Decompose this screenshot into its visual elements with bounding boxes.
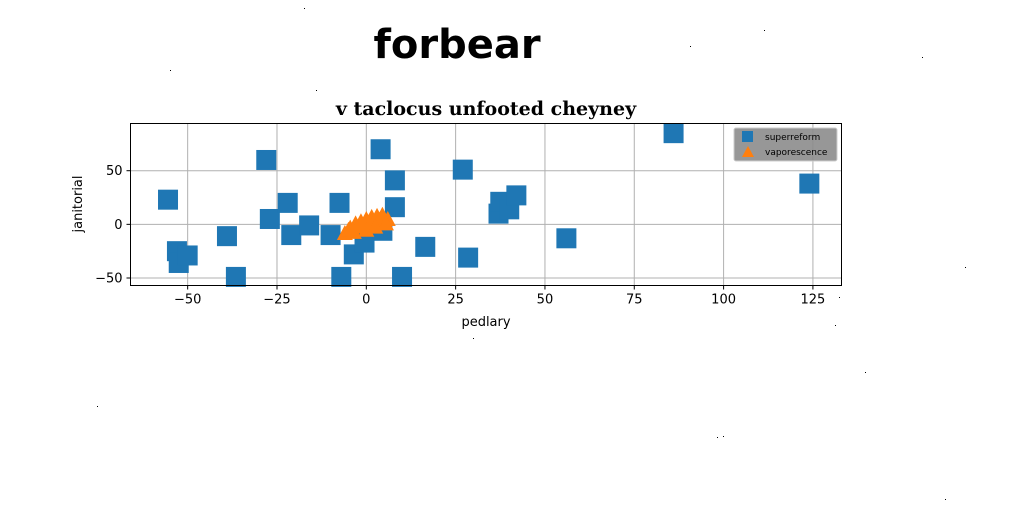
point-superreform xyxy=(329,192,350,213)
point-superreform xyxy=(506,185,527,206)
x-tick-label: 0 xyxy=(362,293,370,308)
point-superreform xyxy=(415,236,436,257)
x-tick-label: 75 xyxy=(626,293,643,308)
legend-label-vaporescence: vaporescence xyxy=(765,148,828,158)
plot-area xyxy=(130,123,842,286)
y-axis: −50 0 50 xyxy=(95,164,131,286)
point-superreform xyxy=(299,215,320,236)
x-tick-label: −50 xyxy=(174,293,201,308)
legend-marker-vaporescence xyxy=(742,146,754,157)
point-superreform xyxy=(556,228,577,249)
point-superreform xyxy=(663,123,684,144)
legend-label-superreform: superreform xyxy=(765,133,820,143)
point-vaporescence xyxy=(367,218,384,234)
point-superreform xyxy=(392,266,413,287)
chart-title: v taclocus unfooted cheyney xyxy=(335,98,637,120)
point-vaporescence xyxy=(345,223,362,239)
point-superreform xyxy=(320,225,341,246)
y-tick-label: −50 xyxy=(95,271,122,286)
point-superreform xyxy=(256,149,277,170)
data-marks xyxy=(158,123,820,287)
point-superreform xyxy=(158,189,179,210)
point-superreform xyxy=(177,245,198,266)
page-heading: forbear xyxy=(373,22,541,68)
point-superreform xyxy=(331,266,352,287)
point-superreform xyxy=(281,225,302,246)
point-superreform xyxy=(452,159,473,180)
x-tick-label: −25 xyxy=(263,293,290,308)
x-tick-label: 125 xyxy=(801,293,826,308)
legend-marker-superreform xyxy=(742,131,753,142)
point-superreform xyxy=(225,266,246,287)
point-superreform xyxy=(277,192,298,213)
point-superreform xyxy=(799,173,820,194)
grid xyxy=(130,123,842,286)
y-axis-label: janitorial xyxy=(71,175,86,233)
x-tick-label: 25 xyxy=(447,293,464,308)
legend-box xyxy=(733,127,838,162)
point-vaporescence xyxy=(377,215,394,231)
point-superreform xyxy=(384,170,405,191)
background-noise xyxy=(97,8,966,500)
point-superreform xyxy=(216,226,237,247)
point-superreform xyxy=(370,139,391,160)
x-axis-label: pedlary xyxy=(461,315,510,330)
x-tick-label: 50 xyxy=(537,293,554,308)
point-superreform xyxy=(458,247,479,268)
legend: superreform vaporescence xyxy=(733,127,838,162)
y-tick-label: 0 xyxy=(114,218,122,233)
point-superreform xyxy=(384,197,405,218)
point-superreform xyxy=(259,208,280,229)
x-tick-label: 100 xyxy=(711,293,736,308)
x-axis: −50 −25 0 25 50 75 100 125 xyxy=(174,285,826,308)
plot-frame xyxy=(130,123,842,286)
y-tick-label: 50 xyxy=(106,164,123,179)
